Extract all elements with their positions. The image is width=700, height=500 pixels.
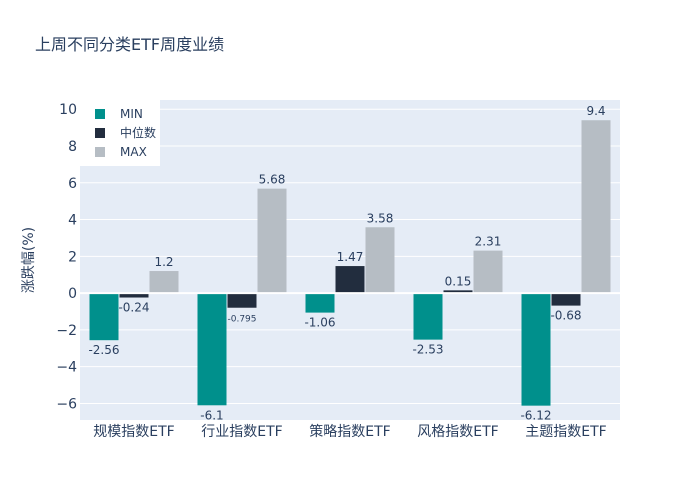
y-tick-label: 8 xyxy=(68,139,77,155)
y-tick-label: 10 xyxy=(59,102,77,118)
legend-swatch[interactable] xyxy=(95,128,105,138)
bar-MAX[interactable] xyxy=(581,120,611,294)
data-label: 1.2 xyxy=(154,255,173,269)
bar-MAX[interactable] xyxy=(257,188,287,294)
data-label: -2.56 xyxy=(88,343,119,357)
data-label: 9.4 xyxy=(586,104,605,118)
x-tick-label: 策略指数ETF xyxy=(309,423,390,440)
legend[interactable]: MIN 中位数 MAX xyxy=(80,100,160,166)
legend-label[interactable]: MAX xyxy=(120,145,147,159)
x-tick-label: 主题指数ETF xyxy=(525,424,606,440)
bar-中位数[interactable] xyxy=(119,293,149,298)
legend-label[interactable]: MIN xyxy=(120,107,143,121)
bars xyxy=(89,120,611,406)
bar-中位数[interactable] xyxy=(227,293,257,308)
data-label: 0.15 xyxy=(445,274,472,288)
bar-MAX[interactable] xyxy=(365,227,395,294)
y-tick-label: 0 xyxy=(68,286,77,302)
data-label: 1.47 xyxy=(337,250,364,264)
x-tick-label: 风格指数ETF xyxy=(417,424,498,440)
legend-swatch[interactable] xyxy=(95,109,105,119)
legend-label[interactable]: 中位数 xyxy=(120,125,156,140)
bar-中位数[interactable] xyxy=(335,266,365,294)
bar-中位数[interactable] xyxy=(443,290,473,294)
bar-MIN[interactable] xyxy=(521,293,551,406)
bar-MIN[interactable] xyxy=(305,293,335,313)
bar-中位数[interactable] xyxy=(551,293,581,306)
data-label: -6.12 xyxy=(520,409,551,423)
y-axis-title: 涨跌幅(%) xyxy=(21,227,37,293)
y-ticks: −6 −4 −2 0 2 4 6 8 10 xyxy=(56,102,77,412)
bar-MIN[interactable] xyxy=(413,293,443,340)
data-labels: -2.56 -0.24 1.2 -6.1 -0.795 5.68 -1.06 1.47 3.58… xyxy=(88,104,605,422)
y-tick-label: −2 xyxy=(56,323,77,339)
data-label: -0.24 xyxy=(118,301,149,315)
bar-MAX[interactable] xyxy=(473,250,503,294)
data-label: 3.58 xyxy=(367,211,394,225)
data-label: -0.795 xyxy=(227,315,256,325)
bar-MIN[interactable] xyxy=(89,293,119,341)
chart-title: 上周不同分类ETF周度业绩 xyxy=(35,35,224,54)
x-tick-label: 规模指数ETF xyxy=(93,424,174,440)
y-tick-label: 6 xyxy=(68,176,77,192)
legend-box xyxy=(80,100,160,166)
y-tick-label: −4 xyxy=(56,360,77,376)
y-tick-label: −6 xyxy=(56,396,77,412)
data-label: -6.1 xyxy=(200,408,223,422)
x-ticks: 规模指数ETF 行业指数ETF 策略指数ETF 风格指数ETF 主题指数ETF xyxy=(93,423,606,440)
bar-MAX[interactable] xyxy=(149,271,179,294)
data-label: -0.68 xyxy=(550,309,581,323)
bar-MIN[interactable] xyxy=(197,293,227,406)
x-tick-label: 行业指数ETF xyxy=(201,424,282,440)
data-label: -2.53 xyxy=(412,343,443,357)
data-label: -1.06 xyxy=(304,316,335,330)
legend-swatch[interactable] xyxy=(95,147,105,157)
gridlines xyxy=(80,108,620,404)
data-label: 2.31 xyxy=(475,235,502,249)
data-label: 5.68 xyxy=(259,173,286,187)
y-tick-label: 2 xyxy=(68,249,77,265)
y-tick-label: 4 xyxy=(68,213,77,229)
